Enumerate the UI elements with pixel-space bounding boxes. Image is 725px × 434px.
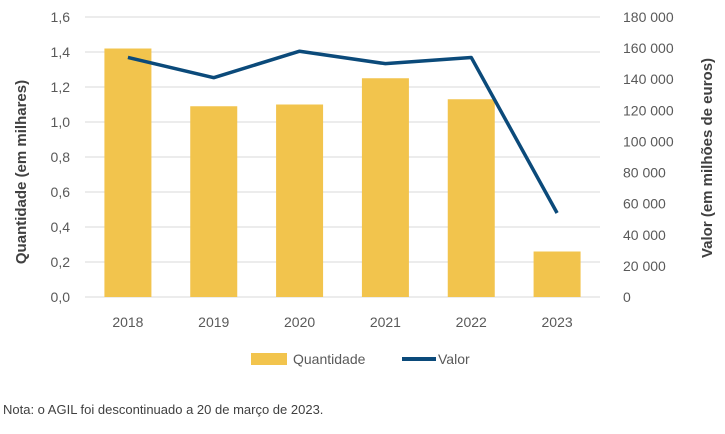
left-tick-label: 0,0 <box>51 289 71 305</box>
x-axis-ticks: 2018 2019 2020 2021 2022 2023 <box>112 314 573 330</box>
right-axis-title: Valor (em milhões de euros) <box>699 58 716 258</box>
bar-2022 <box>447 99 495 297</box>
left-tick-label: 1,6 <box>51 9 71 25</box>
legend-label-valor: Valor <box>438 351 470 367</box>
left-axis-title: Quantidade (em milhares) <box>13 80 30 264</box>
bar-2021 <box>361 78 409 297</box>
right-tick-label: 180 000 <box>623 9 674 25</box>
bar-series <box>104 48 581 297</box>
left-tick-label: 0,4 <box>51 219 71 235</box>
x-tick-label: 2021 <box>370 314 401 330</box>
line-valor <box>127 49 559 214</box>
right-tick-label: 120 000 <box>623 102 674 118</box>
right-tick-label: 40 000 <box>623 227 666 243</box>
right-tick-label: 160 000 <box>623 40 674 56</box>
left-axis-ticks: 0,0 0,2 0,4 0,6 0,8 1,0 1,2 1,4 1,6 <box>51 9 71 305</box>
x-tick-label: 2023 <box>542 314 573 330</box>
bar-2023 <box>533 251 581 297</box>
right-tick-label: 140 000 <box>623 71 674 87</box>
bar-2020 <box>276 104 324 297</box>
gridlines <box>85 16 600 298</box>
x-tick-label: 2018 <box>112 314 143 330</box>
x-tick-label: 2019 <box>198 314 229 330</box>
x-tick-label: 2022 <box>456 314 487 330</box>
right-tick-label: 20 000 <box>623 258 666 274</box>
left-tick-label: 1,4 <box>51 44 71 60</box>
right-tick-label: 100 000 <box>623 133 674 149</box>
right-tick-label: 60 000 <box>623 196 666 212</box>
bar-2018 <box>104 48 152 297</box>
footnote: Nota: o AGIL foi descontinuado a 20 de m… <box>3 402 324 417</box>
right-axis-ticks: 0 20 000 40 000 60 000 80 000 100 000 120 000 1… <box>623 9 674 305</box>
left-tick-label: 0,6 <box>51 184 71 200</box>
right-tick-label: 80 000 <box>623 165 666 181</box>
left-tick-label: 1,0 <box>51 114 71 130</box>
left-tick-label: 0,2 <box>51 254 71 270</box>
x-tick-label: 2020 <box>284 314 315 330</box>
line-series <box>127 49 559 214</box>
bar-2019 <box>190 106 238 297</box>
legend-label-quantidade: Quantidade <box>293 351 366 367</box>
legend: Quantidade Valor <box>251 351 470 367</box>
legend-swatch-quantidade <box>251 353 287 365</box>
right-tick-label: 0 <box>623 289 631 305</box>
left-tick-label: 1,2 <box>51 79 71 95</box>
left-tick-label: 0,8 <box>51 149 71 165</box>
